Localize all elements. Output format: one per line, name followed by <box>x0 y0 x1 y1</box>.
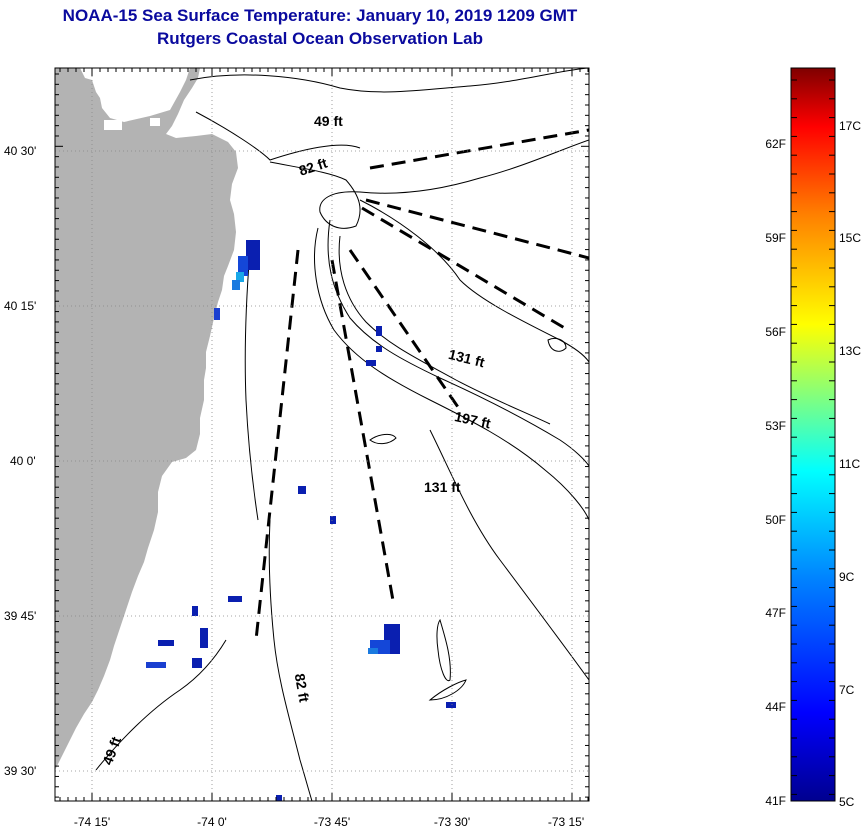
contour-shelf-mid <box>244 249 259 521</box>
cbar-f-56: 56F <box>765 325 786 339</box>
transect-line-5 <box>330 259 396 607</box>
lat-label-2: 40 15' <box>4 299 36 313</box>
cbar-c-15: 15C <box>839 231 861 245</box>
cbar-f-62: 62F <box>765 137 786 151</box>
contour-131ft-south <box>429 429 589 681</box>
lat-label-4: 39 45' <box>4 609 36 623</box>
cbar-f-41: 41F <box>765 794 786 808</box>
contour-island-3 <box>428 679 467 701</box>
depth-labels: 49 ft 82 ft 131 ft 197 ft 131 ft 82 ft 4… <box>99 113 492 767</box>
lat-label-1: 40 30' <box>4 144 36 158</box>
cbar-f-44: 44F <box>765 700 786 714</box>
depth-label-49ft-north: 49 ft <box>314 113 343 129</box>
contour-island-1 <box>369 433 397 445</box>
lon-label-2: -74 0' <box>197 815 227 829</box>
cbar-c-11: 11C <box>839 457 860 471</box>
latitude-axis: 40 30' 40 15' 40 0' 39 45' 39 30' <box>4 144 36 778</box>
contour-island-2 <box>436 618 451 682</box>
depth-label-82ft-south: 82 ft <box>292 672 313 703</box>
transect-line-2 <box>365 198 589 260</box>
colorbar-ticks <box>791 79 835 795</box>
cbar-c-7: 7C <box>839 683 855 697</box>
cbar-f-59: 59F <box>765 231 786 245</box>
contour-channel-west <box>314 227 589 521</box>
map-frame <box>54 67 590 802</box>
lon-label-5: -73 15' <box>548 815 584 829</box>
longitude-axis: -74 15' -74 0' -73 45' -73 30' -73 15' <box>74 815 584 829</box>
depth-label-131ft-south: 131 ft <box>424 479 461 495</box>
grid-lines <box>55 68 589 801</box>
contour-49ft-north <box>189 68 589 93</box>
contour-island-4 <box>547 337 567 352</box>
cbar-f-47: 47F <box>765 606 786 620</box>
lon-label-4: -73 30' <box>434 815 470 829</box>
colorbar-scale <box>790 67 836 802</box>
map-subtitle: Rutgers Coastal Ocean Observation Lab <box>157 29 483 48</box>
transect-line-3 <box>361 206 569 332</box>
contour-49ft-south <box>95 639 227 771</box>
cbar-f-50: 50F <box>765 513 786 527</box>
cbar-c-9: 9C <box>839 570 855 584</box>
bay-inlet <box>150 118 160 126</box>
contour-82ft <box>269 139 589 229</box>
bay-inlet <box>104 120 122 130</box>
map-title: NOAA-15 Sea Surface Temperature: January… <box>62 6 578 25</box>
sst-pixels <box>146 240 456 801</box>
transect-line-4 <box>348 249 462 411</box>
contour-82ft-south <box>268 519 313 801</box>
cbar-c-17: 17C <box>839 119 861 133</box>
lat-label-3: 40 0' <box>10 454 36 468</box>
contour-49ft-bay <box>195 111 361 161</box>
depth-label-197ft: 197 ft <box>453 408 492 431</box>
colorbar: 62F 59F 56F 53F 50F 47F 44F 41F 17C 15C … <box>765 67 861 809</box>
axis-ticks <box>55 68 589 801</box>
lon-label-3: -73 45' <box>314 815 350 829</box>
contour-131ft <box>359 199 589 363</box>
land-new-jersey <box>55 68 238 770</box>
lat-label-5: 39 30' <box>4 764 36 778</box>
bathymetry-contours <box>95 68 589 801</box>
contour-channel-east <box>327 219 589 467</box>
lon-label-1: -74 15' <box>74 815 110 829</box>
cbar-c-13: 13C <box>839 344 861 358</box>
cbar-c-5: 5C <box>839 795 855 809</box>
transect-lines <box>254 128 589 641</box>
contour-197ft <box>338 235 551 425</box>
cbar-f-53: 53F <box>765 419 786 433</box>
transect-line-1 <box>369 128 589 170</box>
